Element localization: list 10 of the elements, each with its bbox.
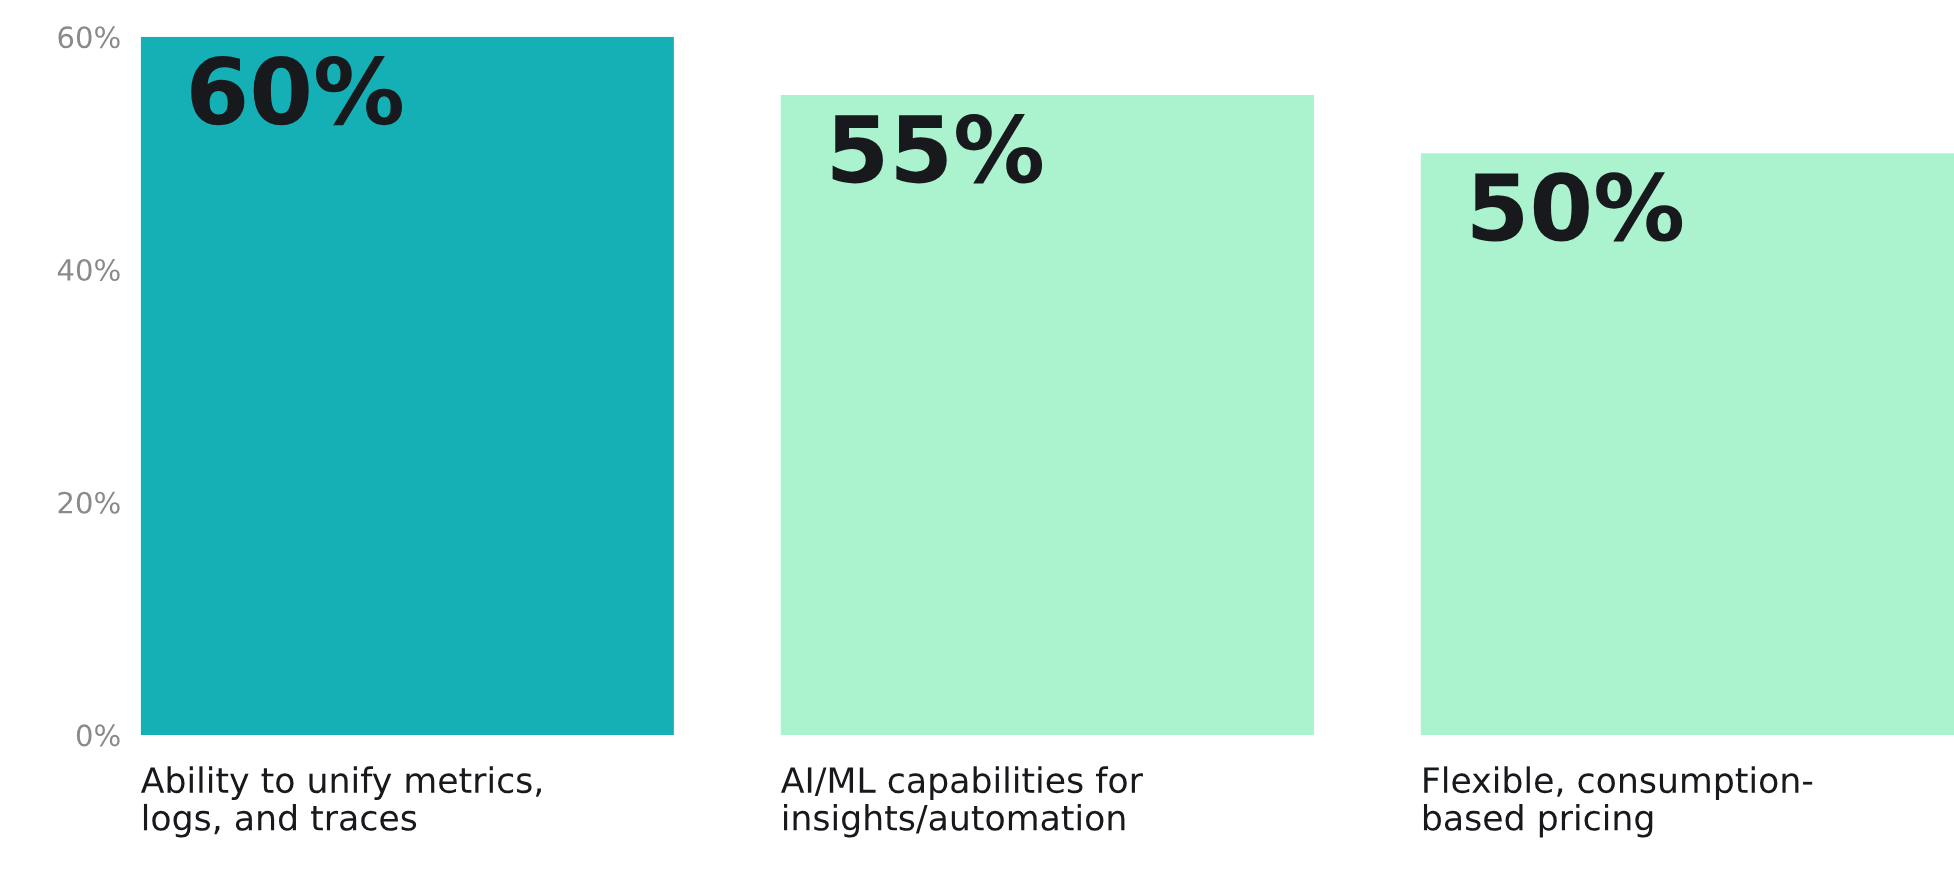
y-tick-label: 20% (58, 491, 120, 514)
y-tick-label: 0% (76, 724, 120, 747)
y-tick-label: 60% (58, 26, 120, 49)
x-tick-label: AI/ML capabilities for insights/automation (781, 766, 1143, 838)
x-tick-label: Flexible, consumption- based pricing (1423, 766, 1813, 838)
y-tick-label: 40% (57, 258, 120, 282)
data-label: 60% (191, 55, 402, 126)
x-tick-label: Ability to unify metrics, logs, and traces (140, 766, 541, 838)
data-label: 50% (1472, 172, 1683, 242)
data-label: 55% (832, 114, 1043, 184)
